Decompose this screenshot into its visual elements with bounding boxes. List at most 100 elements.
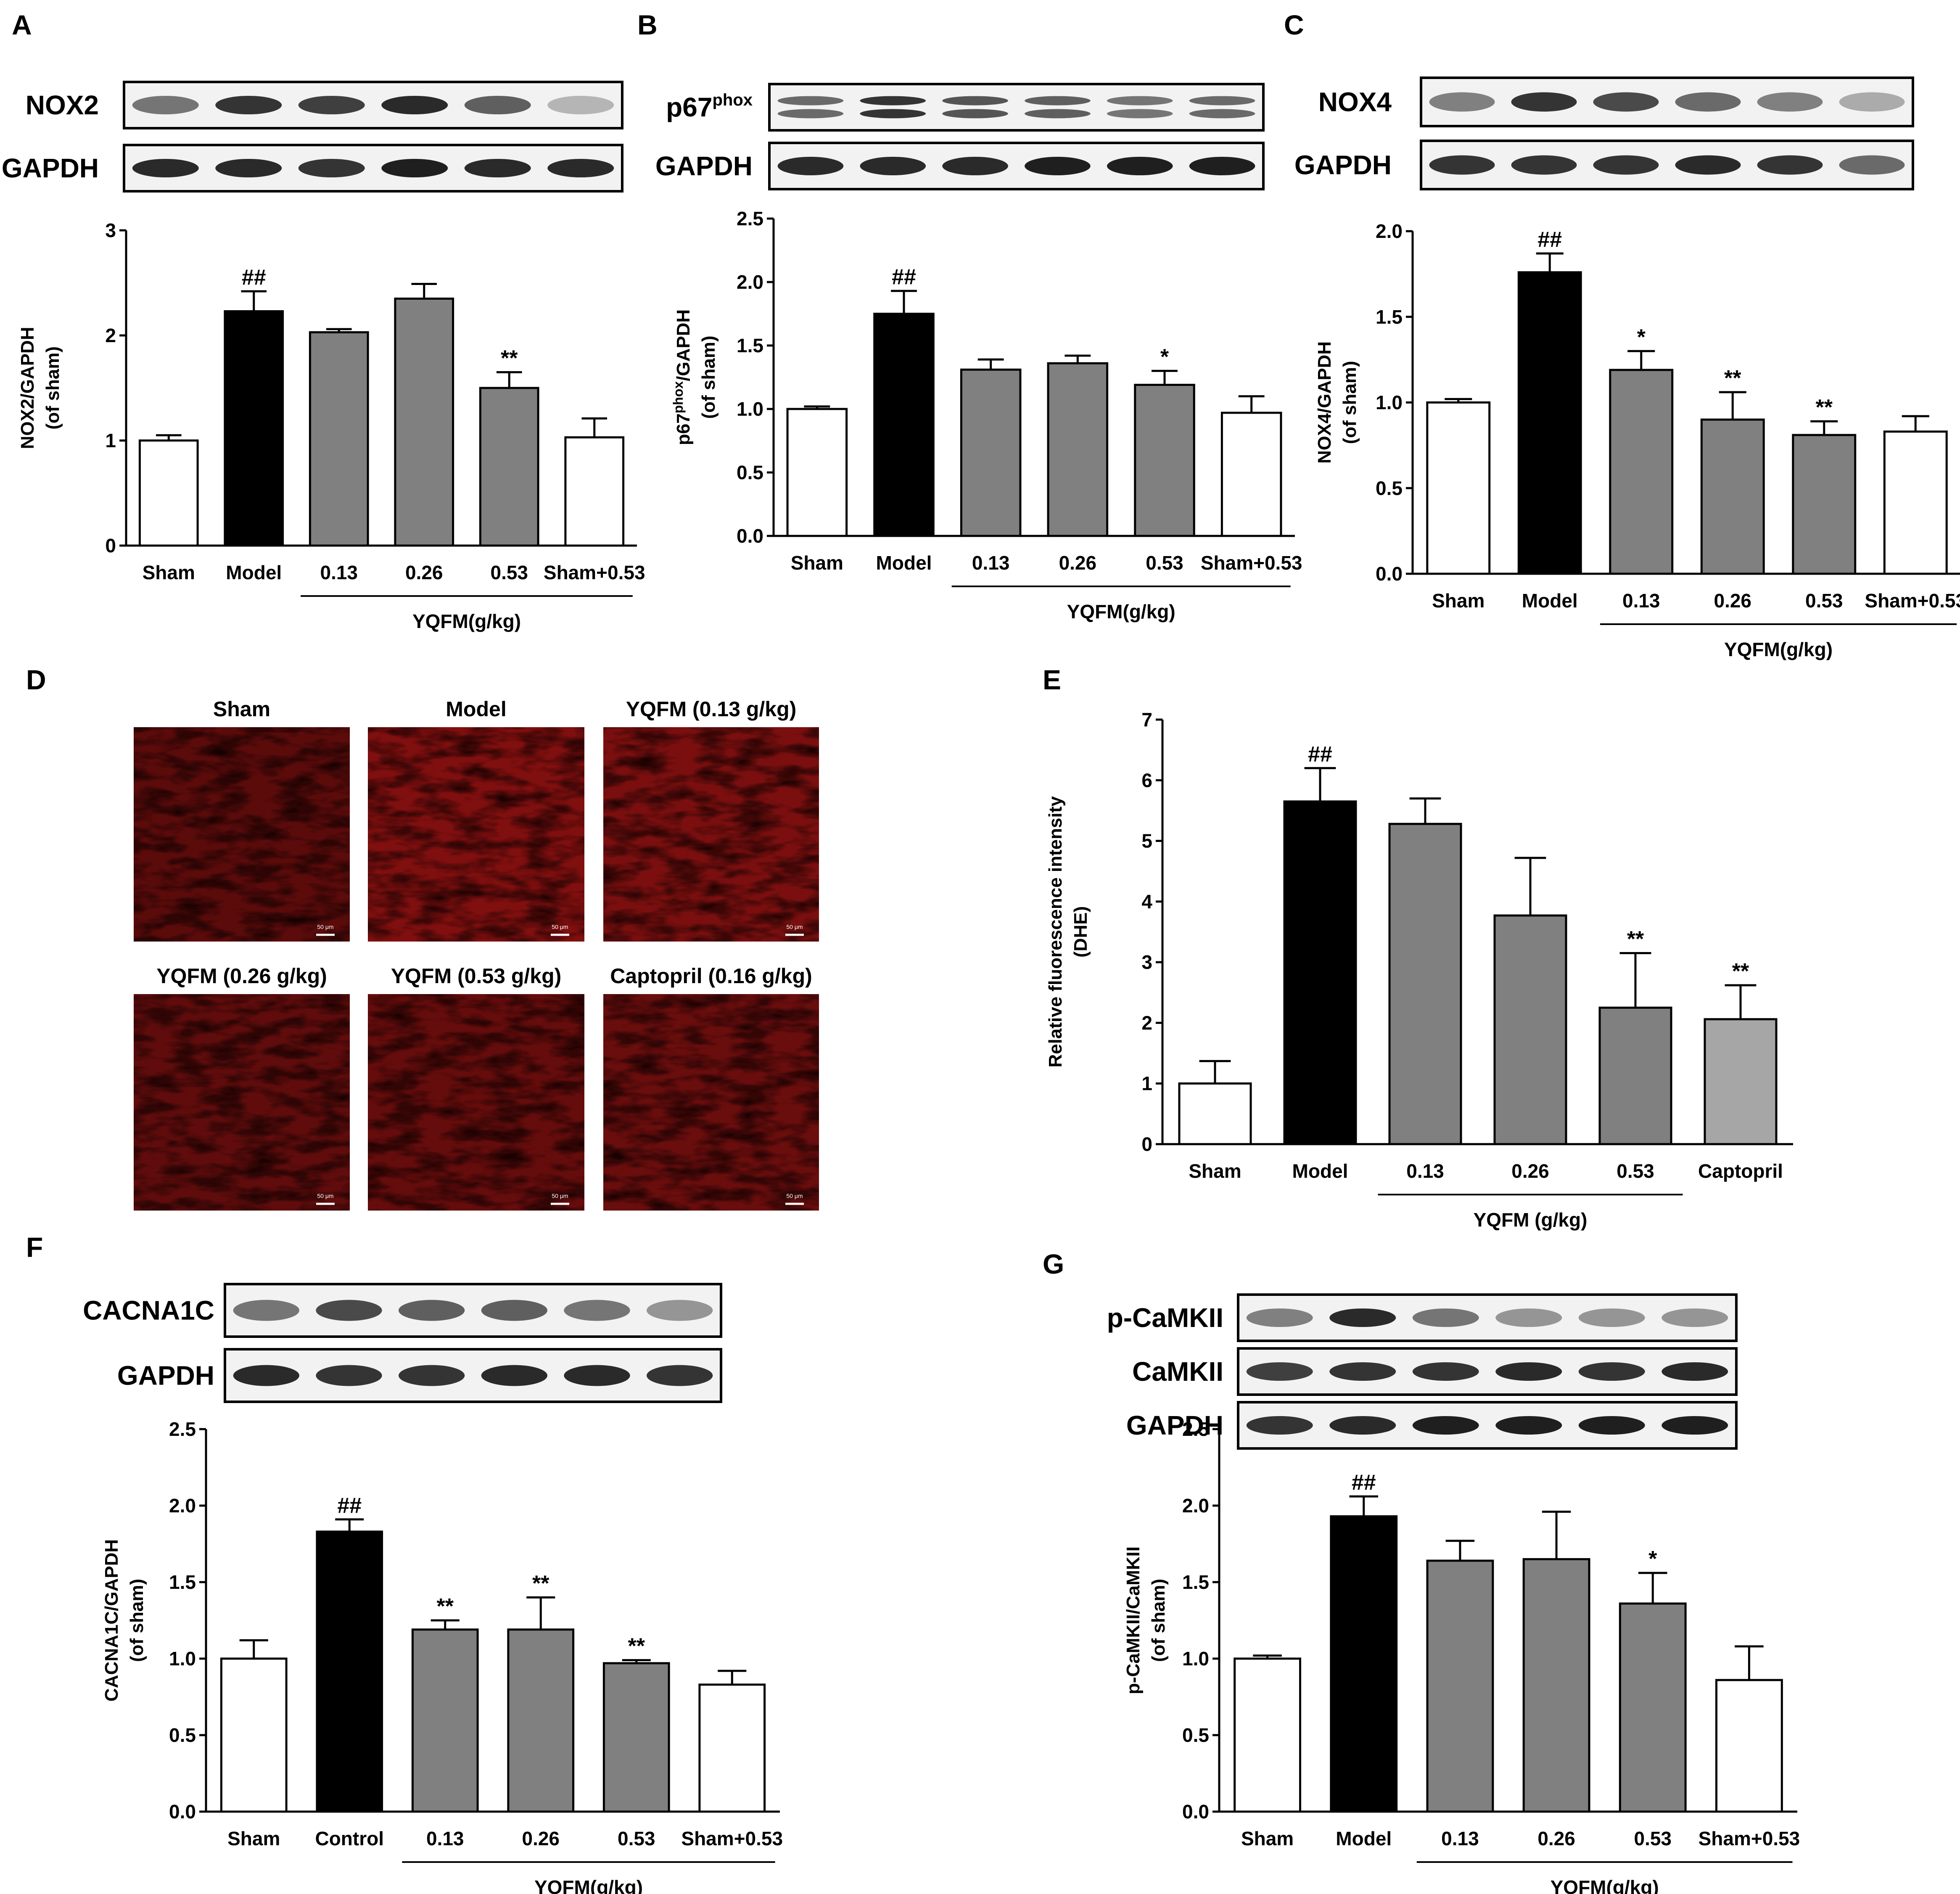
y-tick-label: 1.5 (1182, 1571, 1209, 1593)
y-tick-label: 0 (1141, 1133, 1152, 1155)
micrograph-texture (134, 994, 350, 1211)
significance-mark: ** (628, 1634, 645, 1659)
x-category-label: Sham (1189, 1160, 1241, 1182)
significance-mark: ** (501, 346, 518, 371)
y-axis-label: CACNA1C/GAPDH (of sham) (101, 1539, 147, 1701)
y-axis-label-line: p67 (673, 413, 694, 445)
y-tick-label: 0 (105, 535, 116, 557)
y-tick-label: 4 (1141, 891, 1152, 913)
y-axis-label-line: p-CaMKII/CaMKII (1123, 1546, 1144, 1694)
y-axis-label: NOX2/GAPDH (of sham) (17, 327, 63, 449)
x-category-label: Sham (143, 562, 195, 583)
y-tick-label: 0.5 (1376, 477, 1403, 499)
blot-row-label-main: NOX4 (1318, 87, 1392, 117)
blot-band (1495, 1416, 1562, 1435)
y-tick-label: 2.0 (169, 1495, 196, 1517)
blot-band (1662, 1362, 1728, 1381)
blot-strip (224, 1283, 722, 1338)
y-axis-label-line: (of sham) (1339, 361, 1360, 444)
blot-band (647, 1365, 713, 1386)
blot-strip (123, 81, 623, 129)
scale-bar-label: 50 μm (786, 1192, 803, 1199)
blot-band (481, 1300, 548, 1321)
x-category-label: 0.13 (972, 552, 1010, 574)
blot-strip (1237, 1293, 1738, 1342)
significance-mark: ** (1732, 959, 1749, 984)
blot-band (1662, 1308, 1728, 1327)
x-category-label: 0.53 (1146, 552, 1183, 574)
blot-band (1578, 1308, 1645, 1327)
bar (873, 313, 935, 537)
y-tick-label: 7 (1141, 709, 1152, 731)
group-label: YQFM (g/kg) (1474, 1209, 1588, 1231)
blot-band (1593, 92, 1659, 112)
y-tick-label: 0.5 (737, 462, 763, 483)
x-category-label: Sham+0.53 (1201, 552, 1302, 574)
bar (1493, 914, 1567, 1145)
blot-row-label: p67phox (666, 91, 753, 122)
blot-strip (1420, 76, 1914, 127)
blot-row-label-main: CACNA1C (83, 1295, 214, 1326)
x-category-label: Sham+0.53 (681, 1828, 783, 1849)
y-tick-label: 2.5 (169, 1418, 196, 1440)
y-axis-label-line: (of sham) (1148, 1579, 1169, 1662)
panel-letter-b: B (637, 9, 658, 40)
x-category-label: 0.53 (1617, 1160, 1654, 1182)
micrograph-texture (603, 727, 819, 942)
blot-row-label-main: p67 (666, 92, 712, 122)
blot-band (1189, 96, 1255, 106)
y-tick-label: 0.5 (169, 1724, 196, 1746)
chart-panel-c: 0.0 0.5 1.0 1.5 2.0 Sham ## Model * 0.13 ** 0.26 ** 0… (1314, 220, 1960, 660)
blot-band (1511, 92, 1577, 112)
blot-band (215, 96, 282, 114)
y-axis-label-line: CACNA1C/GAPDH (101, 1539, 122, 1701)
scale-bar-label: 50 μm (552, 923, 568, 930)
blot-band (1578, 1416, 1645, 1435)
blot-band (1757, 155, 1823, 175)
x-category-label: Sham (1432, 590, 1485, 612)
significance-mark: ** (437, 1594, 454, 1619)
blot-row-label-main: CaMKII (1132, 1356, 1223, 1387)
y-tick-label: 2 (1141, 1012, 1152, 1034)
blot-band (942, 109, 1008, 119)
x-category-label: Model (1522, 590, 1578, 612)
blot-row-label: NOX4 (1318, 87, 1392, 117)
blot-band (316, 1365, 382, 1386)
x-category-label: Sham (791, 552, 843, 574)
bar (1426, 401, 1491, 575)
blot-panel-a: NOX2 GAPDH (2, 81, 623, 193)
blot-band (481, 1365, 548, 1386)
blot-row-label-main: p-CaMKII (1107, 1303, 1223, 1333)
bar (1330, 1515, 1398, 1813)
blot-band (564, 1365, 630, 1386)
bar (479, 387, 539, 547)
y-axis-label-line: (of sham) (698, 336, 719, 419)
group-label: YQFM(g/kg) (1067, 601, 1175, 623)
y-tick-label: 1.0 (1182, 1648, 1209, 1670)
blot-band (398, 1300, 465, 1321)
blot-band (215, 159, 282, 177)
y-tick-label: 1.0 (1376, 392, 1403, 414)
significance-mark: ** (1627, 927, 1644, 952)
significance-mark: ** (1724, 366, 1741, 390)
x-category-label: Sham (227, 1828, 280, 1849)
bar (1704, 1018, 1778, 1145)
x-category-label: 0.13 (1622, 590, 1660, 612)
bar (1220, 412, 1282, 537)
blot-band (647, 1300, 713, 1321)
x-category-label: 0.53 (490, 562, 528, 583)
blot-strip (224, 1348, 722, 1403)
blot-band (233, 1300, 299, 1321)
microscopy-grid: Sham 50 μm Model 50 μm YQFM (0.13 g/kg) 50 μm… (134, 697, 819, 1211)
chart-panel-f: 0.0 0.5 1.0 1.5 2.0 2.5 Sham ## Control ** 0.13 ** 0… (101, 1418, 783, 1894)
blot-band (381, 159, 448, 177)
blot-row-label: GAPDH (655, 151, 753, 181)
x-category-label: 0.13 (1441, 1828, 1479, 1849)
bar (1426, 1559, 1494, 1813)
blot-band (1189, 109, 1255, 119)
significance-mark: * (1637, 325, 1646, 349)
micrograph-title: YQFM (0.26 g/kg) (156, 964, 327, 988)
blot-band (1025, 157, 1091, 175)
bar (411, 1628, 479, 1813)
scale-bar-label: 50 μm (317, 1192, 333, 1199)
